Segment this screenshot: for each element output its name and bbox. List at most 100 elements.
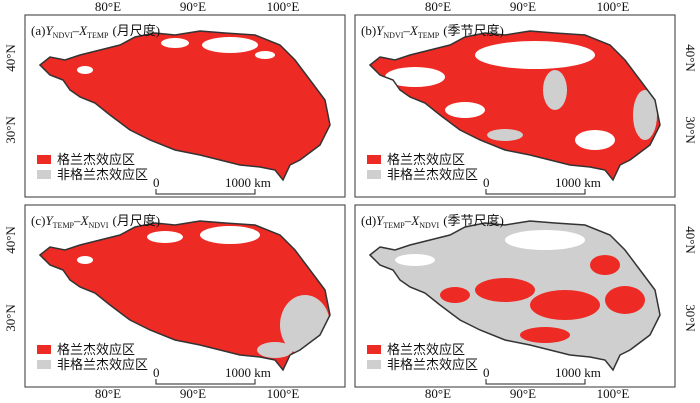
title-part: NDVI xyxy=(419,221,439,230)
longitude-label: 80°E xyxy=(425,0,451,14)
plateau xyxy=(370,221,660,370)
region-patch xyxy=(543,70,567,110)
legend-swatch xyxy=(37,170,51,179)
latitude-label: 40°N xyxy=(3,226,18,254)
title-part: Y xyxy=(45,23,54,38)
title-part: (b) xyxy=(361,23,376,38)
plateau-outline xyxy=(38,30,331,182)
title-part: (月尺度) xyxy=(112,23,160,38)
title-part: Y xyxy=(376,213,385,228)
legend-label: 非格兰杰效应区 xyxy=(57,167,148,182)
legend-label: 非格兰杰效应区 xyxy=(387,357,478,372)
title-part: (d) xyxy=(361,213,376,228)
region-patch xyxy=(505,230,585,250)
plateau-base xyxy=(40,221,330,370)
panel-title: (a)YNDVI–XTEMP (月尺度) xyxy=(31,23,160,40)
longitude-label: 100°E xyxy=(597,386,630,401)
legend-label: 格兰杰效应区 xyxy=(57,342,135,357)
longitude-label: 100°E xyxy=(267,0,300,14)
latitude-label: 40°N xyxy=(683,226,698,254)
title-part: – xyxy=(404,213,412,228)
scale-zero: 0 xyxy=(153,365,160,380)
region-patch xyxy=(161,38,189,48)
region-patch xyxy=(633,90,657,140)
region-patch xyxy=(202,37,258,53)
legend-label: 格兰杰效应区 xyxy=(387,152,465,167)
scale-end: 1000 km xyxy=(555,365,601,380)
title-part: (季节尺度) xyxy=(443,23,504,38)
plateau xyxy=(40,31,330,180)
legend-swatch xyxy=(367,170,381,179)
title-part: NDVI xyxy=(383,31,403,40)
title-part: X xyxy=(80,213,90,228)
scale-zero: 0 xyxy=(483,365,490,380)
title-part: TEMP xyxy=(87,31,109,40)
title-part: – xyxy=(72,23,80,38)
latitude-label: 30°N xyxy=(3,304,18,332)
legend-swatch xyxy=(367,155,381,164)
region-patch xyxy=(530,290,600,320)
scale-bar xyxy=(155,379,256,385)
latitude-label: 30°N xyxy=(3,116,18,144)
title-part: NDVI xyxy=(53,31,73,40)
legend-swatch xyxy=(37,345,51,354)
longitude-label: 90°E xyxy=(180,386,206,401)
latitude-label: 40°N xyxy=(683,44,698,72)
longitude-label: 80°E xyxy=(425,386,451,401)
region-patch xyxy=(520,327,570,343)
title-part: – xyxy=(402,23,410,38)
plateau-outline xyxy=(368,30,661,182)
legend-label: 非格兰杰效应区 xyxy=(57,357,148,372)
region-patch xyxy=(605,286,645,314)
title-part: (c) xyxy=(31,213,45,228)
region-patch xyxy=(475,41,595,69)
scale-end: 1000 km xyxy=(225,175,271,190)
longitude-label: 80°E xyxy=(95,0,121,14)
title-part: X xyxy=(410,213,420,228)
latitude-label: 40°N xyxy=(3,44,18,72)
scale-end: 1000 km xyxy=(225,365,271,380)
region-patch xyxy=(440,287,470,303)
legend-swatch xyxy=(37,360,51,369)
region-patch xyxy=(445,102,485,118)
title-part: X xyxy=(409,23,419,38)
longitude-label: 100°E xyxy=(597,0,630,14)
scale-zero: 0 xyxy=(483,175,490,190)
legend-label: 格兰杰效应区 xyxy=(387,342,465,357)
latitude-label: 30°N xyxy=(683,304,698,332)
title-part: NDVI xyxy=(88,221,108,230)
legend-swatch xyxy=(37,155,51,164)
longitude-label: 90°E xyxy=(180,0,206,14)
panel-title: (d)YTEMP–XNDVI (季节尺度) xyxy=(361,213,504,230)
region-patch xyxy=(255,51,275,59)
plateau xyxy=(370,31,660,180)
scale-bar xyxy=(155,189,256,195)
legend-swatch xyxy=(367,360,381,369)
title-part: TEMP xyxy=(53,221,75,230)
region-patch xyxy=(77,256,93,264)
region-patch xyxy=(487,129,523,141)
plateau-base xyxy=(40,31,330,180)
region-patch xyxy=(200,226,260,244)
longitude-label: 90°E xyxy=(510,386,536,401)
region-patch xyxy=(77,66,93,74)
title-part: Y xyxy=(45,213,54,228)
panel-title: (c)YTEMP–XNDVI (月尺度) xyxy=(31,213,160,230)
scale-zero: 0 xyxy=(153,175,160,190)
region-patch xyxy=(590,255,620,275)
legend-label: 非格兰杰效应区 xyxy=(387,167,478,182)
scale-bar xyxy=(485,189,586,195)
title-part: (月尺度) xyxy=(112,213,160,228)
title-part: (季节尺度) xyxy=(443,213,504,228)
scale-end: 1000 km xyxy=(555,175,601,190)
region-patch xyxy=(575,130,615,150)
region-patch xyxy=(385,67,445,87)
region-patch xyxy=(395,254,435,266)
legend-label: 格兰杰效应区 xyxy=(57,152,135,167)
legend-swatch xyxy=(367,345,381,354)
longitude-label: 100°E xyxy=(267,386,300,401)
